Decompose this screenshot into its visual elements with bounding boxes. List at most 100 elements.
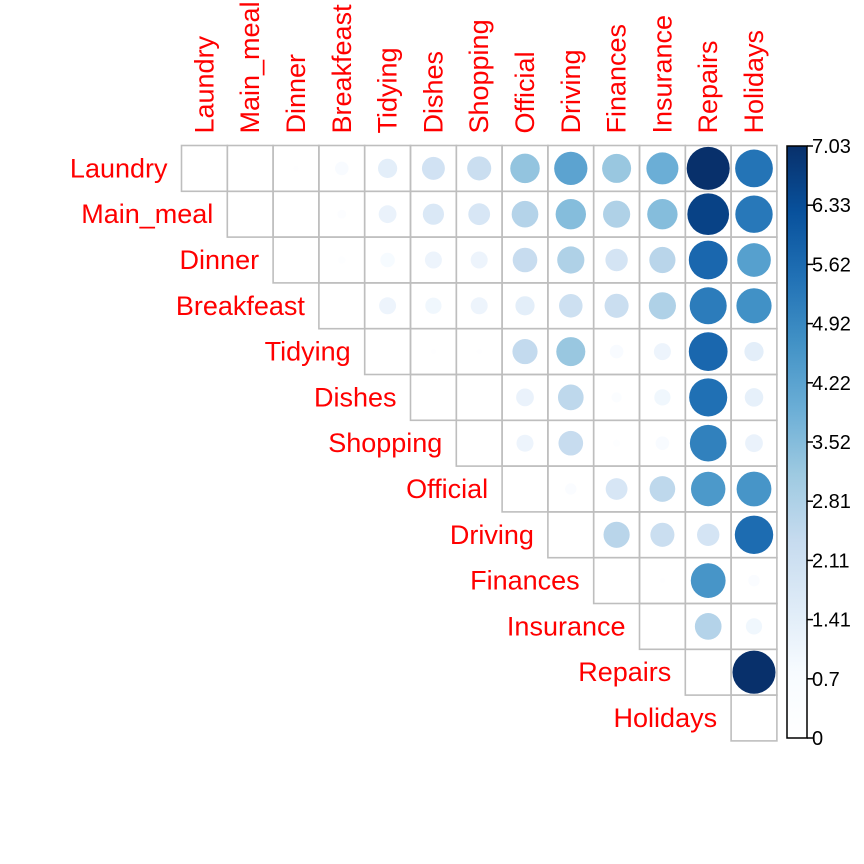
row-label: Breakfeast bbox=[176, 291, 306, 321]
correlation-circle bbox=[689, 287, 727, 325]
color-legend-tick-label: 4.92 bbox=[812, 314, 851, 336]
correlation-circle bbox=[468, 203, 491, 226]
row-label: Insurance bbox=[507, 611, 626, 641]
correlation-circle bbox=[605, 248, 628, 272]
correlation-circle bbox=[512, 339, 538, 365]
correlation-circle bbox=[655, 436, 670, 450]
correlation-circle bbox=[745, 618, 763, 635]
heatmap-cell bbox=[638, 602, 687, 651]
correlation-circle bbox=[603, 200, 631, 228]
correlation-circle bbox=[510, 153, 540, 184]
correlation-circle bbox=[612, 439, 621, 447]
correlation-circle bbox=[470, 251, 488, 269]
heatmap-cell bbox=[455, 419, 503, 467]
correlation-circle bbox=[565, 483, 577, 495]
column-label: Driving bbox=[556, 49, 586, 133]
column-label: Shopping bbox=[464, 19, 494, 133]
heatmap-cell bbox=[363, 327, 412, 376]
color-legend-bar bbox=[786, 145, 808, 739]
correlation-circle bbox=[744, 388, 764, 407]
correlation-circle bbox=[745, 434, 763, 453]
heatmap-grid bbox=[180, 144, 778, 742]
correlation-circle bbox=[557, 246, 585, 274]
color-legend-tick-label: 2.11 bbox=[812, 550, 849, 572]
heatmap-cell bbox=[684, 648, 732, 696]
column-label: Dishes bbox=[418, 51, 448, 134]
correlation-circle bbox=[647, 199, 678, 230]
correlation-circle bbox=[649, 246, 676, 274]
heatmap-cell bbox=[272, 190, 320, 238]
correlation-circle bbox=[377, 158, 398, 179]
correlation-circle bbox=[654, 389, 671, 406]
correlation-circle bbox=[422, 203, 444, 225]
correlation-circle bbox=[605, 478, 628, 500]
correlation-circle bbox=[515, 296, 535, 316]
column-label: Insurance bbox=[647, 15, 677, 134]
correlation-circle bbox=[558, 430, 584, 456]
correlation-circle bbox=[734, 515, 774, 555]
column-label: Breakfeast bbox=[327, 4, 357, 134]
correlation-circle bbox=[659, 578, 665, 584]
correlation-circle bbox=[467, 156, 492, 181]
correlation-circle bbox=[736, 471, 772, 507]
correlation-circle bbox=[735, 195, 773, 233]
heatmap-cell bbox=[272, 236, 320, 284]
correlation-circle bbox=[689, 424, 727, 462]
color-legend-tick-label: 5.62 bbox=[812, 254, 851, 276]
heatmap-cell bbox=[547, 511, 595, 559]
column-label: Tidying bbox=[373, 47, 403, 133]
correlation-circle bbox=[688, 240, 728, 280]
correlation-circle bbox=[421, 156, 445, 180]
heatmap-cell bbox=[501, 465, 549, 513]
heatmap-cell bbox=[226, 144, 274, 193]
correlation-circle bbox=[736, 288, 772, 324]
correlation-circle bbox=[293, 165, 299, 171]
correlation-circle bbox=[697, 523, 720, 546]
correlation-circle bbox=[516, 388, 534, 407]
column-labels: Laundry Main_meal Dinner Breakfeast Tidying D… bbox=[189, 1, 769, 133]
heatmap-cell bbox=[592, 556, 641, 605]
heatmap-cell bbox=[455, 373, 503, 422]
correlation-circle bbox=[604, 293, 629, 318]
row-label: Tidying bbox=[265, 337, 351, 367]
column-label: Holidays bbox=[739, 30, 769, 134]
correlation-circle bbox=[688, 332, 728, 371]
row-label: Finances bbox=[470, 566, 580, 596]
column-label: Finances bbox=[602, 24, 632, 134]
correlation-circle bbox=[648, 292, 676, 320]
correlation-circle bbox=[744, 341, 764, 362]
color-legend-tick-label: 4.22 bbox=[812, 373, 851, 395]
heatmap-cell bbox=[730, 694, 778, 742]
heatmap-cell bbox=[318, 282, 366, 330]
correlation-circle bbox=[556, 337, 586, 367]
correlation-circles bbox=[293, 146, 776, 694]
color-legend-tick-label: 0.7 bbox=[812, 669, 840, 691]
correlation-circle bbox=[425, 297, 442, 314]
correlation-circle bbox=[430, 349, 436, 355]
correlation-circle bbox=[380, 252, 395, 268]
column-label: Official bbox=[510, 51, 540, 133]
correlation-circle bbox=[735, 149, 773, 188]
correlation-circle bbox=[690, 563, 726, 599]
correlation-circle bbox=[557, 384, 584, 411]
correlation-circle bbox=[602, 153, 632, 183]
correlation-circle bbox=[689, 378, 728, 417]
correlation-circle bbox=[737, 243, 771, 277]
correlation-circle bbox=[511, 200, 539, 228]
column-label: Laundry bbox=[189, 35, 219, 133]
correlation-circle bbox=[609, 344, 624, 359]
correlation-circle bbox=[649, 476, 676, 502]
correlation-circle bbox=[611, 392, 622, 403]
color-legend-tick-label: 6.33 bbox=[812, 195, 851, 217]
heatmap-cell bbox=[180, 144, 229, 193]
correlation-circle bbox=[555, 199, 586, 230]
color-legend-tick-label: 3.52 bbox=[812, 432, 851, 454]
row-label: Repairs bbox=[578, 657, 671, 687]
row-label: Shopping bbox=[328, 428, 442, 458]
correlation-circle bbox=[732, 650, 776, 694]
row-labels: Laundry Main_meal Dinner Breakfeast Tidying D… bbox=[70, 153, 717, 733]
heatmap-cell bbox=[226, 190, 274, 238]
correlation-circle bbox=[424, 251, 442, 269]
correlation-circle bbox=[476, 349, 482, 355]
